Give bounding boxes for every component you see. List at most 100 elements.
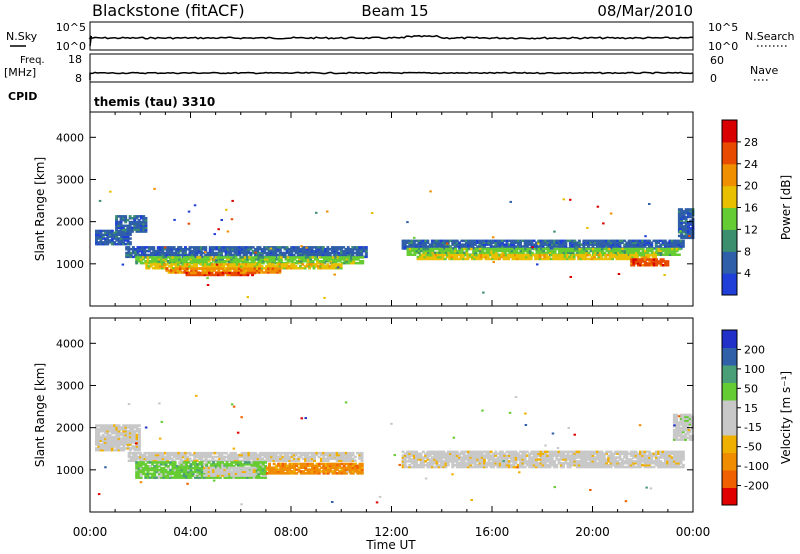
heatmap-cell [469,241,473,244]
heatmap-cell [632,245,636,248]
heatmap-cell [349,457,353,461]
heatmap-cell [446,452,450,455]
heatmap-cell [117,433,121,437]
heatmap-cell [629,241,633,244]
heatmap-cell [150,251,153,255]
heatmap-cell [454,251,457,255]
heatmap-cell [453,454,457,457]
heatmap-cell [302,472,305,475]
heatmap-cell [596,241,599,244]
heatmap-cell [172,269,176,272]
heatmap-cell [243,470,247,473]
heatmap-cell [135,472,139,476]
heatmap-cell [403,456,407,459]
heatmap-cell [261,466,265,470]
heatmap-cell [162,463,166,466]
heatmap-cell [354,256,358,259]
heatmap-cell [290,248,294,251]
heatmap-cell [232,474,236,477]
scatter-point [569,276,572,278]
heatmap-cell [237,465,240,468]
heatmap-cell [225,474,229,477]
heatmap-cell [97,431,101,435]
heatmap-cell [274,253,278,257]
heatmap-cell [579,255,583,259]
heatmap-cell [328,248,332,251]
heatmap-cell [567,251,570,255]
heatmap-cell [622,255,626,259]
heatmap-cell [354,468,357,471]
heatmap-cell [221,273,225,277]
heatmap-cell [408,450,412,454]
heatmap-cell [172,267,176,270]
heatmap-cell [587,239,590,243]
heatmap-cell [272,468,276,471]
heatmap-cell [440,452,443,455]
scatter-point [206,284,210,286]
heatmap-cell [119,431,123,435]
heatmap-cell [424,454,428,457]
heatmap-cell [286,261,290,265]
heatmap-cell [648,241,651,244]
heatmap-cell [229,457,233,461]
heatmap-cell [542,249,546,253]
heatmap-cell [257,261,261,265]
scatter-point [569,198,572,201]
heatmap-cell [245,248,248,251]
heatmap-cell [184,248,187,251]
heatmap-cell [101,433,105,437]
heatmap-cell [293,464,296,468]
heatmap-cell [354,258,358,261]
heatmap-cell [408,465,412,469]
heatmap-cell [286,466,290,469]
heatmap-cell [97,242,101,246]
heatmap-cell [256,249,260,253]
heatmap-cell [459,255,463,259]
heatmap-cell [244,263,248,266]
heatmap-cell [639,262,643,265]
heatmap-cell [277,261,281,265]
heatmap-cell [169,261,172,265]
heatmap-cell [476,249,480,253]
heatmap-cell [528,247,532,251]
heatmap-cell [451,463,455,467]
heatmap-cell [609,241,613,244]
heatmap-cell [175,451,179,455]
heatmap-cell [142,220,146,224]
heatmap-cell [185,472,188,476]
heatmap-cell [410,454,414,457]
heatmap-cell [571,241,574,244]
heatmap-cell [607,241,611,244]
scatter-point [187,210,191,213]
heatmap-cell [250,258,254,261]
heatmap-cell [119,228,123,231]
heatmap-cell [551,251,555,255]
heatmap-cell [191,472,195,476]
heatmap-cell [519,247,523,251]
heatmap-cell [299,253,303,257]
heatmap-cell [428,460,432,463]
heatmap-cell [182,260,186,263]
heatmap-cell [648,258,652,261]
heatmap-cell [204,459,208,462]
heatmap-cell [535,251,539,255]
heatmap-cell [104,233,107,236]
heatmap-cell [349,470,353,473]
heatmap-cell [570,257,574,261]
heatmap-cell [119,239,123,242]
heatmap-cell [248,470,252,473]
heatmap-cell [315,466,319,469]
heatmap-cell [182,474,186,477]
heatmap-cell [508,249,512,253]
heatmap-cell [196,258,200,261]
heatmap-cell [145,267,149,270]
heatmap-cell [577,245,581,248]
heatmap-cell [144,260,148,263]
heatmap-cell [467,245,470,248]
heatmap-cell [677,247,681,251]
heatmap-cell [328,455,332,459]
heatmap-cell [273,261,277,265]
heatmap-cell [227,256,231,259]
heatmap-cell [429,247,433,251]
heatmap-cell [169,468,172,472]
